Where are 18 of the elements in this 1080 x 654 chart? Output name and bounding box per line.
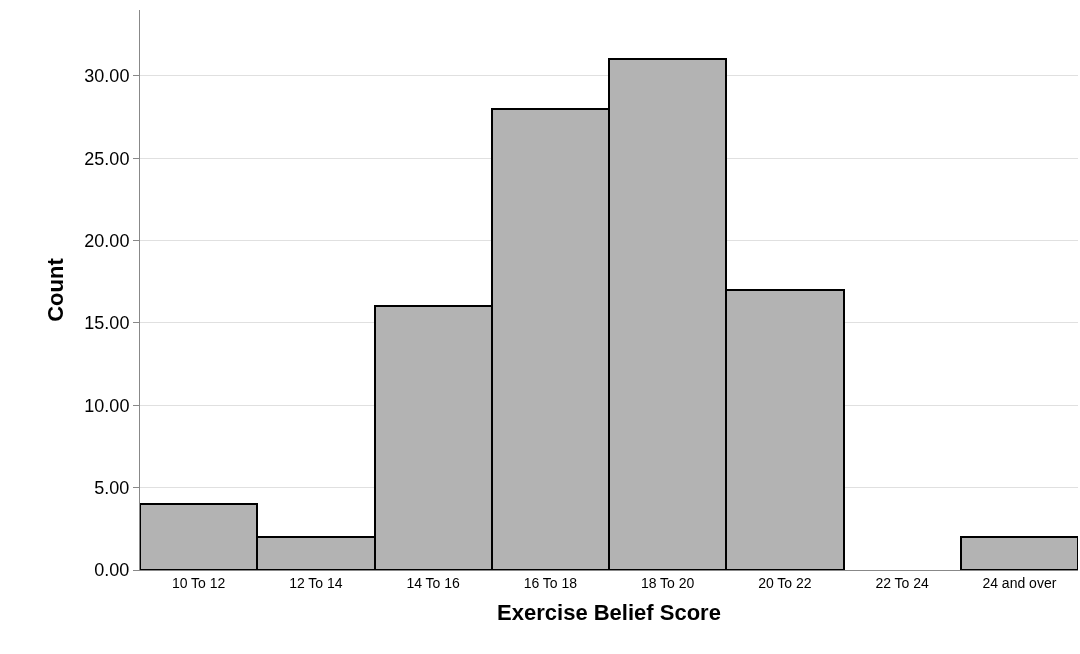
x-tick-label: 16 To 18 [523,574,578,591]
y-tick-label: 10.00 [84,395,130,416]
y-tick-label: 5.00 [94,477,130,498]
y-tick-label: 0.00 [94,560,130,581]
y-tick-label: 30.00 [84,66,130,87]
bar [960,536,1078,570]
x-tick-label: 10 To 12 [171,574,226,591]
y-tick-label: 20.00 [84,230,130,251]
x-tick-label: 20 To 22 [758,574,812,591]
x-tick-label: 18 To 20 [640,574,695,591]
x-axis-title: Exercise Belief Score [497,599,721,625]
x-tick-label: 14 To 16 [406,574,461,591]
x-tick-label: 22 To 24 [875,574,930,591]
x-tick-label: 12 To 14 [289,574,343,591]
x-tick-label: 24 and over [982,574,1057,591]
y-tick-label: 25.00 [84,148,130,169]
y-tick-label: 15.00 [84,313,130,334]
y-axis-title: Count [43,257,69,322]
